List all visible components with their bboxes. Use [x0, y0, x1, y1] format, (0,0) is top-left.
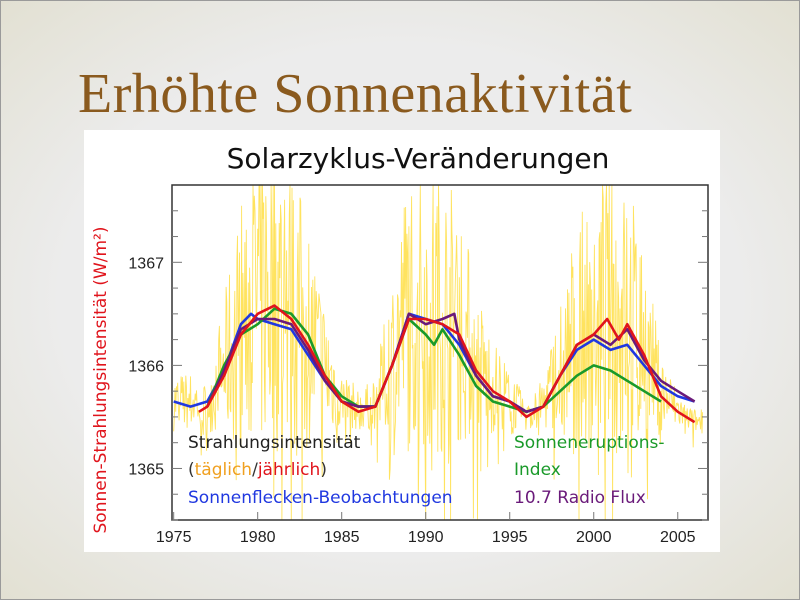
x-tick-label: 1990 [408, 529, 444, 546]
legend-part: ) [320, 460, 327, 480]
legend-part: täglich [195, 460, 252, 480]
legend-daily-annual: (täglich/jährlich) [188, 460, 327, 480]
legend-part: jährlich [257, 460, 320, 480]
legend-irradiance: Strahlungsintensität [188, 433, 361, 453]
legend-flare-index-2: Index [514, 460, 561, 480]
series-line-jährlich [198, 304, 696, 424]
y-tick-label: 1366 [128, 358, 164, 375]
x-tick-label: 2000 [576, 529, 612, 546]
legend-flare-index: Sonneneruptions- [514, 433, 665, 453]
series-line-sonneneruptions-index [206, 307, 662, 414]
x-tick-label: 1975 [156, 529, 192, 546]
x-tick-label: 1995 [492, 529, 528, 546]
chart-svg: Solarzyklus-Veränderungen Sonnen-Strahlu… [91, 142, 709, 546]
legend-part: ( [188, 460, 195, 480]
plot-frame [171, 184, 709, 521]
x-tick-label: 1980 [240, 529, 276, 546]
slide-title: Erhöhte Sonnenaktivität [78, 63, 633, 125]
series-line-10-7-radio-flux [206, 312, 696, 414]
legend-sunspot: Sonnenflecken-Beobachtungen [188, 488, 453, 508]
x-tick-label: 1985 [324, 529, 360, 546]
chart-title: Solarzyklus-Veränderungen [227, 142, 610, 175]
legend-radio-flux: 10.7 Radio Flux [514, 488, 646, 508]
y-tick-label: 1365 [128, 461, 164, 478]
y-axis-label: Sonnen-Strahlungsintensität (W/m²) [91, 227, 111, 534]
y-tick-label: 1367 [128, 255, 164, 272]
legend-part: / [252, 460, 258, 480]
chart: Solarzyklus-Veränderungen Sonnen-Strahlu… [84, 130, 720, 552]
daily-series-line [173, 184, 704, 521]
x-tick-label: 2005 [660, 529, 696, 546]
